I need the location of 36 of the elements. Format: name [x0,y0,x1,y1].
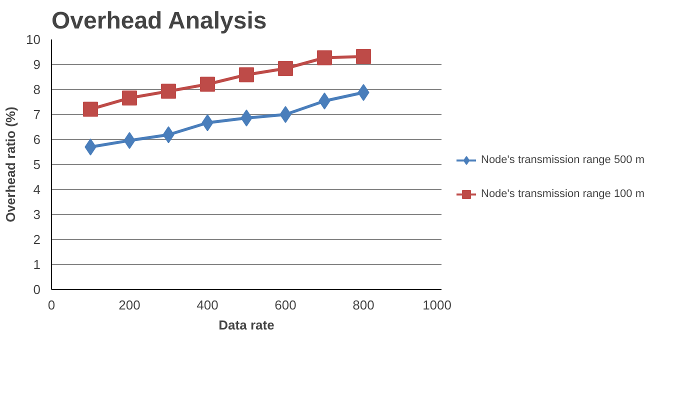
point [83,102,98,117]
point [200,76,215,92]
point [278,61,293,76]
point [124,132,136,149]
y-tick-label: 2 [33,232,41,247]
y-tick-label: 0 [33,282,41,297]
point [84,138,96,156]
point [358,84,370,101]
y-tick-label: 10 [26,32,41,47]
y-tick-label: 4 [33,182,41,197]
y-tick-label: 9 [33,57,41,72]
y-tick-label: 5 [33,157,41,172]
point [122,90,137,106]
y-tick-label: 6 [33,132,41,147]
point [317,50,332,66]
point [239,67,254,82]
y-tick-label: 7 [33,107,41,122]
x-tick-label: 400 [196,298,218,312]
y-axis-title: Overhead ratio (%) [3,106,18,222]
x-tick-label: 800 [352,298,374,312]
y-tick-label: 1 [33,257,41,272]
point [280,106,292,123]
point [161,84,176,99]
x-tick-label: 200 [118,298,140,312]
point [240,110,252,126]
x-tick-label: 600 [274,298,296,312]
point [356,49,371,64]
y-tick-label: 3 [33,207,41,222]
x-tick-label: 0 [48,298,56,312]
x-axis-title: Data rate [218,318,274,332]
chart-title: Overhead Analysis [52,8,267,34]
point [318,92,330,110]
y-tick-label: 8 [33,82,41,97]
x-tick-label: 1000 [422,298,452,312]
legend-label: Node's transmission range 100 m [481,188,645,200]
legend-label: Node's transmission range 500 m [481,154,645,166]
